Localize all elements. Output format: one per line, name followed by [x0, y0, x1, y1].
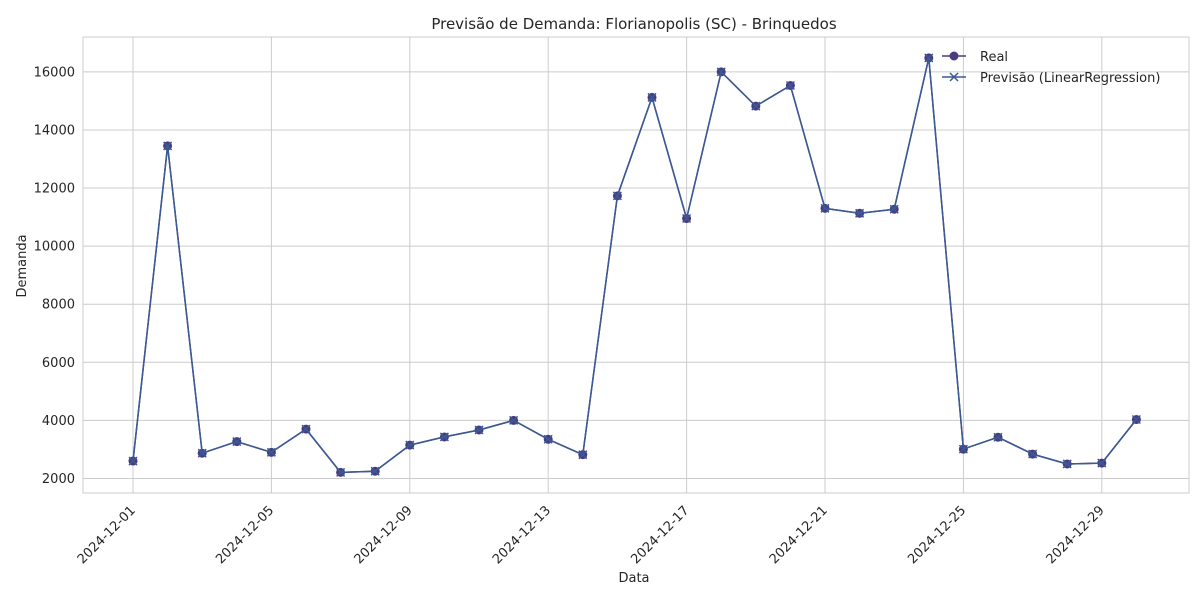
x-tick-label: 2024-12-01: [75, 503, 139, 567]
data-point-forecast: [1131, 414, 1141, 425]
plot-area: [82, 36, 1190, 494]
data-point-forecast: [509, 415, 519, 425]
data-point-forecast: [232, 437, 242, 447]
y-axis-label: Demanda: [15, 234, 30, 297]
legend-forecast-marker: [949, 72, 959, 82]
y-axis-ticks: 2000 4000 6000 8000 10000 12000 14000 16000: [34, 65, 75, 487]
data-point-forecast: [266, 447, 276, 457]
data-point-forecast: [716, 67, 726, 77]
chart-title: Previsão de Demanda: Florianopolis (SC) …: [431, 15, 837, 33]
data-point-forecast: [751, 101, 761, 111]
y-tick-label: 14000: [34, 123, 75, 138]
legend-real-label: Real: [980, 50, 1008, 65]
y-tick-label: 12000: [34, 182, 75, 197]
data-point-forecast: [578, 450, 588, 460]
data-point-forecast: [993, 432, 1003, 442]
data-point-forecast: [924, 53, 934, 63]
data-point-forecast: [405, 440, 415, 450]
data-point-forecast: [612, 191, 622, 201]
data-point-forecast: [163, 141, 173, 151]
data-point-forecast: [820, 203, 830, 213]
data-point-forecast: [474, 425, 484, 435]
x-tick-label: 2024-12-21: [767, 503, 831, 567]
data-point-forecast: [128, 456, 138, 466]
data-point-forecast: [439, 432, 449, 442]
data-point-forecast: [647, 92, 657, 102]
data-point-forecast: [543, 434, 553, 444]
legend: Real Previsão (LinearRegression): [942, 50, 1160, 86]
x-tick-label: 2024-12-13: [490, 503, 554, 567]
data-point-forecast: [682, 213, 692, 224]
data-point-forecast: [1028, 449, 1038, 459]
data-point-forecast: [889, 204, 899, 214]
x-tick-label: 2024-12-09: [352, 503, 416, 567]
data-point-forecast: [785, 80, 795, 91]
data-point-forecast: [855, 208, 865, 218]
data-point-forecast: [1097, 458, 1107, 468]
data-point-forecast: [301, 424, 311, 434]
x-tick-label: 2024-12-17: [628, 503, 692, 567]
legend-forecast-label: Previsão (LinearRegression): [980, 71, 1160, 86]
y-tick-label: 10000: [34, 240, 75, 255]
series-line-forecast: [132, 57, 1137, 474]
data-point-forecast: [336, 467, 346, 477]
series-layer: [128, 53, 1141, 477]
y-tick-label: 2000: [42, 472, 75, 487]
data-point-forecast: [197, 448, 207, 458]
data-point-forecast: [958, 444, 968, 454]
x-axis-ticks: 2024-12-01 2024-12-05 2024-12-09 2024-12-13…: [75, 503, 1108, 567]
grid-lines: [83, 37, 1189, 493]
y-tick-label: 16000: [34, 65, 75, 80]
x-tick-label: 2024-12-05: [213, 503, 277, 567]
x-axis-label: Data: [618, 571, 649, 586]
y-tick-label: 8000: [42, 298, 75, 313]
y-tick-label: 6000: [42, 356, 75, 371]
legend-real-marker: [949, 51, 959, 61]
data-point-forecast: [1062, 459, 1072, 469]
y-tick-label: 4000: [42, 414, 75, 429]
x-tick-label: 2024-12-29: [1044, 503, 1108, 567]
x-tick-label: 2024-12-25: [905, 503, 969, 567]
data-point-forecast: [370, 466, 380, 476]
